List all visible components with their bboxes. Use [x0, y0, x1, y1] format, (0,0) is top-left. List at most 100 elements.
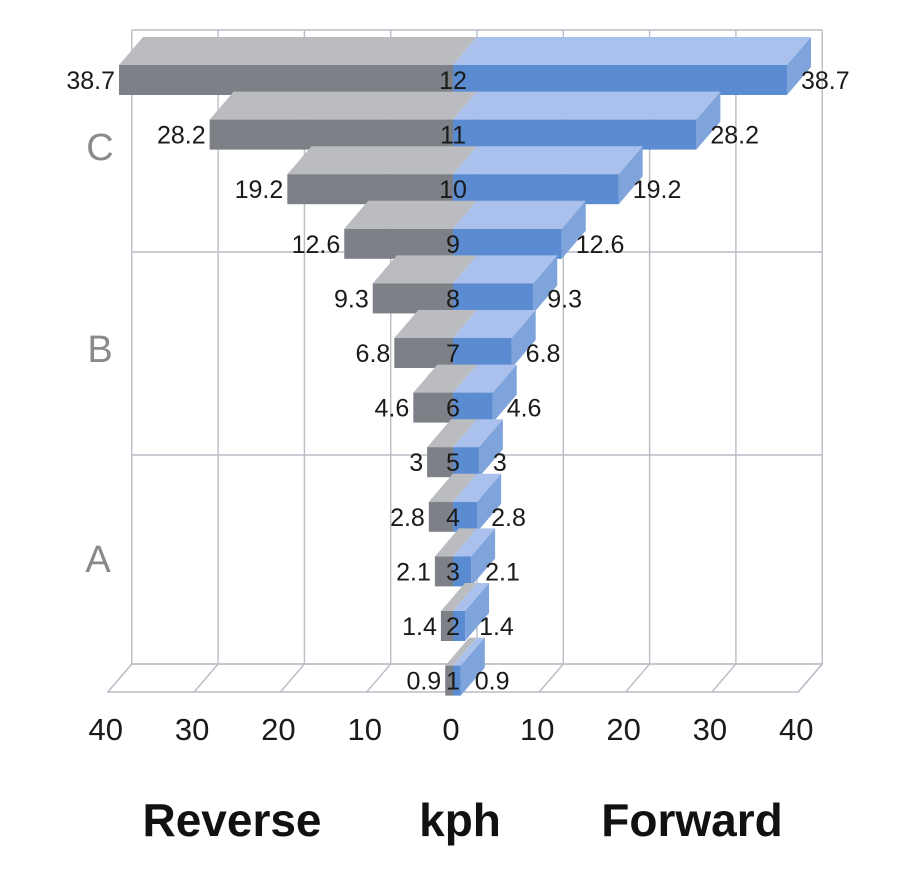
reverse-bar-top [119, 37, 478, 65]
forward-bar-side [561, 200, 586, 259]
reverse-bar [440, 611, 453, 641]
reverse-value-label: 9.3 [334, 285, 369, 313]
reverse-bar [434, 556, 453, 587]
reverse-bar-top [209, 91, 477, 120]
gear-label: 7 [446, 340, 460, 368]
forward-bar-side [460, 637, 485, 696]
x-tick-label: 30 [175, 712, 209, 747]
gear-label: 8 [446, 285, 460, 313]
forward-bar-side [696, 91, 721, 150]
reverse-bar-top [434, 528, 477, 557]
forward-value-label: 38.7 [801, 67, 850, 95]
x-tick-label: 40 [89, 712, 123, 747]
forward-bar [453, 665, 461, 696]
forward-bar-side [465, 583, 490, 641]
forward-bar-top [453, 255, 558, 284]
reverse-bar-top [445, 637, 477, 666]
forward-bar-top [453, 364, 517, 393]
x-axis-ticks: 40 30 20 10 0 10 20 30 40 [89, 712, 814, 747]
reverse-bar [344, 228, 453, 259]
forward-bar-top [453, 37, 811, 65]
reverse-bar [287, 174, 453, 205]
axis-label-kph: kph [419, 794, 501, 846]
reverse-bar [209, 119, 453, 150]
forward-bar [453, 611, 466, 641]
reverse-bar [372, 283, 453, 314]
forward-bar-side [618, 146, 643, 205]
gear-label: 12 [439, 67, 467, 95]
reverse-bar [427, 447, 453, 478]
gear-label: 3 [446, 558, 460, 586]
forward-value-label: 19.2 [633, 176, 682, 204]
x-tick-label: 20 [261, 712, 295, 747]
forward-bar [453, 338, 512, 368]
reverse-value-label: 19.2 [235, 176, 284, 204]
reverse-bar-top [394, 310, 477, 338]
range-label-b: B [87, 329, 112, 371]
reverse-value-label: 28.2 [157, 122, 206, 150]
gear-label: 10 [439, 176, 467, 204]
forward-bar-top [453, 310, 536, 338]
forward-bar-side [533, 255, 558, 314]
forward-value-label: 1.4 [479, 613, 514, 641]
forward-bar [453, 447, 479, 478]
forward-value-label: 2.8 [491, 504, 526, 532]
floor-gridline [107, 663, 133, 693]
reverse-bar [119, 65, 454, 95]
forward-value-label: 6.8 [526, 340, 561, 368]
forward-bar-side [786, 37, 811, 95]
forward-bar-top [453, 146, 643, 175]
gear-label: 6 [446, 395, 460, 423]
range-label-c: C [86, 127, 113, 169]
axis-label-reverse: Reverse [142, 794, 321, 846]
reverse-value-label: 2.8 [390, 504, 425, 532]
reverse-bar-top [287, 146, 477, 175]
forward-bar [453, 65, 787, 95]
reverse-bar-top [372, 255, 477, 284]
gear-label: 2 [446, 613, 460, 641]
gear-label: 9 [446, 231, 460, 259]
floor-gridline [797, 663, 823, 693]
floor-gridline [193, 663, 219, 693]
forward-bar-side [478, 419, 503, 478]
forward-bar-side [477, 473, 502, 532]
forward-value-label: 3 [493, 449, 507, 477]
reverse-value-label: 38.7 [66, 67, 115, 95]
reverse-bar [445, 665, 453, 696]
x-tick-label: 20 [606, 712, 640, 747]
reverse-bar-top [344, 200, 477, 229]
reverse-bar-top [440, 583, 477, 611]
floor-gridline [711, 663, 737, 693]
x-tick-label: 40 [779, 712, 813, 747]
floor-gridline [279, 663, 305, 693]
chart-bars [119, 37, 811, 696]
reverse-bar [413, 392, 453, 423]
x-tick-label: 10 [520, 712, 554, 747]
reverse-bar-top [428, 473, 477, 502]
reverse-bar [428, 501, 453, 532]
reverse-bar [394, 338, 453, 368]
forward-bar-side [471, 528, 496, 587]
reverse-value-label: 1.4 [402, 613, 437, 641]
gear-label: 1 [446, 668, 460, 696]
forward-bar-top [453, 637, 485, 666]
forward-bar-side [511, 310, 536, 368]
x-tick-label: 30 [693, 712, 727, 747]
forward-bar-top [453, 528, 496, 557]
forward-bar-top [453, 473, 502, 502]
reverse-value-label: 3 [409, 449, 423, 477]
forward-value-label: 0.9 [475, 668, 510, 696]
forward-bar [453, 501, 478, 532]
forward-value-label: 2.1 [485, 558, 520, 586]
reverse-value-label: 0.9 [406, 668, 441, 696]
gear-label: 4 [446, 504, 460, 532]
forward-bar-top [453, 200, 586, 229]
forward-bar-top [453, 91, 721, 120]
reverse-bar-top [413, 364, 477, 393]
reverse-bar-top [427, 419, 477, 448]
forward-value-label: 4.6 [507, 395, 542, 423]
forward-bar-top [453, 583, 490, 611]
forward-value-label: 9.3 [547, 285, 582, 313]
